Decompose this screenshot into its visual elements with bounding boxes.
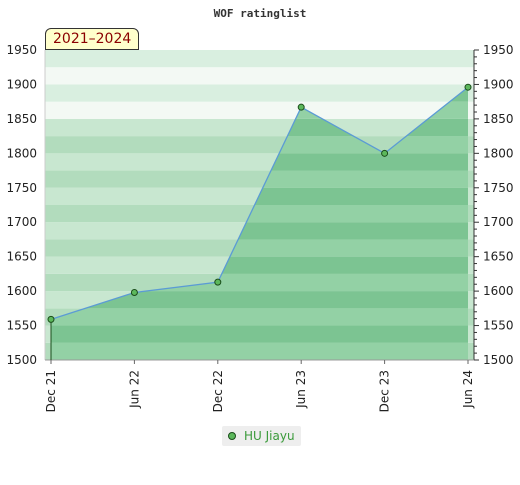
y-tick-label-left: 1650 [6,250,37,264]
y-tick-label-left: 1750 [6,181,37,195]
legend[interactable]: HU Jiayu [222,426,301,446]
axes [44,49,479,364]
y-tick-label-right: 1850 [483,112,514,126]
y-tick-label-left: 1500 [6,353,37,367]
series-line-group [50,86,469,360]
x-tick-label: Jun 22 [127,370,141,409]
chart-title: WOF ratinglist [214,7,307,20]
y-tick-label-left: 1550 [6,319,37,333]
x-tick-label: Jun 23 [294,370,308,409]
data-points [47,83,472,323]
y-tick-label-right: 1550 [483,319,514,333]
y-tick-label-right: 1600 [483,284,514,298]
y-tick-label-left: 1600 [6,284,37,298]
background-band [45,101,474,119]
y-tick-label-left: 1950 [6,43,37,57]
area-band [51,342,468,360]
area-band [51,325,468,343]
y-tick-label-right: 1500 [483,353,514,367]
series-line [50,86,469,320]
data-point [381,149,389,157]
x-tick-label: Jun 24 [461,370,475,409]
area-band [51,308,468,326]
y-tick-label-left: 1800 [6,146,37,160]
y-tick-label-right: 1950 [483,43,514,57]
y-tick-label-right: 1750 [483,181,514,195]
data-point [214,278,222,286]
data-point [297,103,305,111]
background-band [45,67,474,85]
background-band [45,50,474,68]
y-tick-label-right: 1900 [483,77,514,91]
background-band [45,118,474,137]
data-point [47,315,55,323]
y-tick-label-left: 1850 [6,112,37,126]
period-label: 2021–2024 [45,28,140,50]
background-band [45,84,474,102]
x-tick-label: Dec 23 [378,370,392,412]
y-tick-label-left: 1700 [6,215,37,229]
legend-series-name: HU Jiayu [244,429,295,443]
y-tick-label-right: 1800 [483,146,514,160]
y-axis-right-labels: 1500 1550 1600 1650 1700 1750 1800 1850 1900 1950 [483,43,514,367]
data-point [130,288,138,296]
y-tick-label-left: 1900 [6,77,37,91]
y-tick-label-right: 1650 [483,250,514,264]
y-tick-label-right: 1700 [483,215,514,229]
x-axis-labels: Dec 21 Jun 22 Dec 22 Jun 23 Dec 23 Jun 24 [44,370,475,412]
legend-marker-icon [228,432,236,440]
x-tick-label: Dec 22 [211,370,225,412]
x-tick-label: Dec 21 [44,370,58,412]
y-axis-left-labels: 1500 1550 1600 1650 1700 1750 1800 1850 1900 1950 [6,43,37,367]
data-point [464,83,472,91]
area-band [51,291,468,309]
